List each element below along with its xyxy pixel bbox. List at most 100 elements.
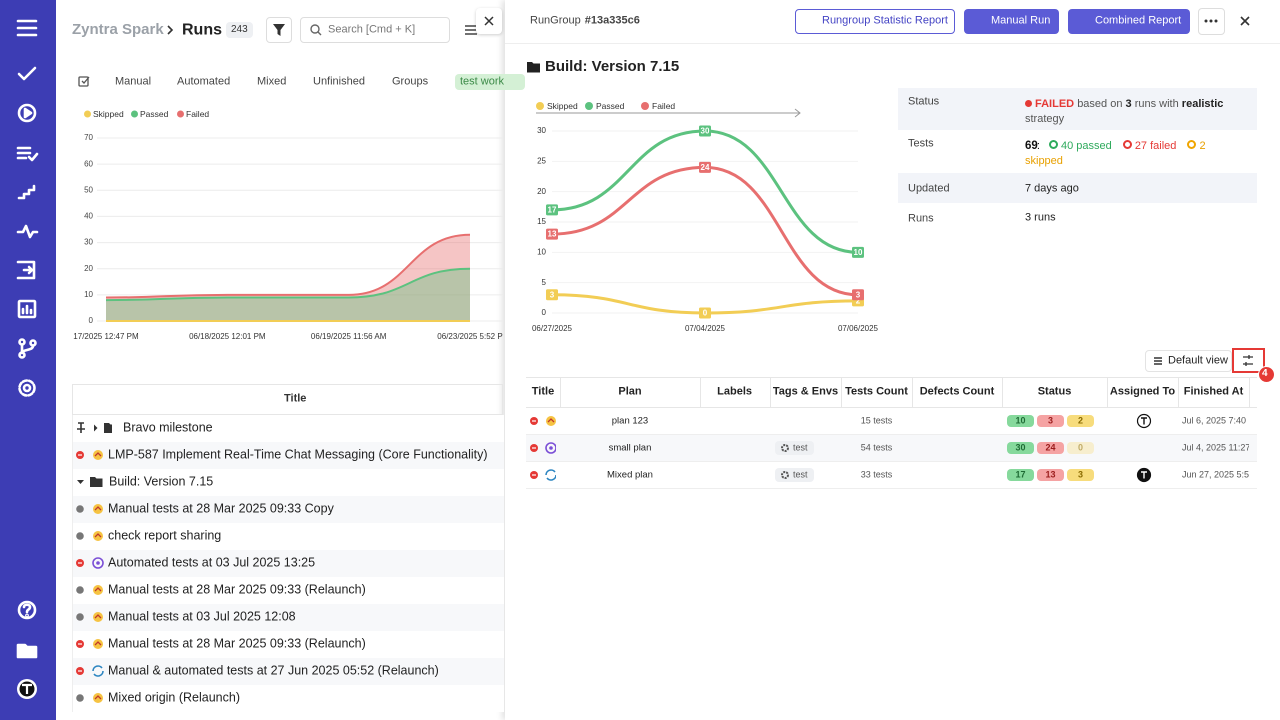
table-row[interactable] [72,630,504,658]
icon-mixed [545,469,556,481]
run-title[interactable]: Manual tests at 03 Jul 2025 12:08 [108,609,296,624]
tag-label: test [793,442,808,453]
table-row[interactable] [72,441,504,469]
finished-at: Jul 6, 2025 7:40 [1182,415,1247,426]
header-button[interactable] [964,9,1059,34]
status-count: 0 [1077,442,1083,453]
column-header[interactable]: Status [1037,385,1072,398]
run-title[interactable]: LMP-587 Implement Real-Time Chat Messagi… [108,447,488,462]
table-row[interactable] [72,684,504,712]
table-row[interactable] [72,657,504,685]
run-title[interactable]: Manual tests at 28 Mar 2025 09:33 (Relau… [108,582,366,597]
avatar-glyph [1141,471,1147,479]
pin-icon [77,422,85,433]
line [105,233,471,299]
search-box[interactable] [300,17,450,43]
tab-pill [455,74,525,90]
value-label-bg [699,161,711,173]
header-button-label[interactable]: Manual Run [991,14,1051,27]
value-label: 30 [701,127,710,136]
tests-count: 54 tests [860,442,893,453]
value-label: 10 [854,248,863,257]
column-header[interactable]: Finished At [1183,385,1244,398]
column-header[interactable]: Assigned To [1109,385,1176,398]
icon-manual-hand [94,452,102,457]
table-row[interactable] [72,522,504,550]
table-row[interactable] [72,495,504,523]
status-unknown [76,694,84,702]
x-tick-label: 06/27/2025 [532,324,573,333]
column-header[interactable]: Title [531,385,555,398]
status-pill [1007,442,1034,454]
run-title[interactable]: Manual tests at 28 Mar 2025 09:33 (Relau… [108,636,366,651]
table-row[interactable] [72,549,504,577]
run-title[interactable]: Manual & automated tests at 27 Jun 2025 … [108,663,439,678]
column-divider [1249,378,1250,407]
tab[interactable]: Unfinished [313,75,365,88]
value-label: 24 [701,163,710,172]
table-row[interactable] [526,461,1257,489]
table-row[interactable] [526,434,1257,462]
column-divider [841,378,842,407]
plan-name: plan 123 [611,415,649,427]
table-row[interactable] [72,603,504,631]
tab[interactable]: Manual [115,75,152,88]
icon-manual-hand [94,533,102,538]
y-tick-label: 40 [84,212,93,221]
x-tick-label: 06/19/2025 11:56 AM [311,332,387,341]
column-header[interactable]: Labels [717,385,752,398]
table-row[interactable] [526,407,1257,435]
header-button-label[interactable]: Rungroup Statistic Report [822,14,948,27]
header-button[interactable] [1068,9,1190,34]
run-title[interactable]: Bravo milestone [123,420,213,435]
filter-button[interactable] [266,17,292,43]
column-header[interactable]: Plan [618,385,642,398]
row-icons [76,557,104,569]
column-header[interactable]: Tests Count [845,385,908,398]
close-icon [484,16,494,26]
status-pill [1067,442,1094,454]
tab[interactable]: Mixed [257,75,287,88]
column-header[interactable]: Tags & Envs [772,385,839,398]
tests-separator: : [1036,140,1040,152]
runs-value: 3 runs [1025,211,1056,224]
table-row[interactable] [72,576,504,604]
icon-manual [93,693,103,703]
tab[interactable]: Groups [392,75,429,88]
run-title[interactable]: check report sharing [108,528,222,543]
row-icons [530,442,556,454]
area [106,268,470,321]
legend-label: Failed [186,109,209,119]
run-title[interactable]: Build: Version 7.15 [109,474,214,489]
header-button[interactable] [795,9,955,34]
tab[interactable]: test work [460,75,505,88]
icon-automated [92,557,104,569]
run-title[interactable]: Manual tests at 28 Mar 2025 09:33 Copy [108,501,334,516]
breadcrumb-chevron [167,25,174,35]
header-button-label[interactable]: Combined Report [1095,14,1182,27]
legend-swatch [536,102,544,110]
status-count: 2 [1077,415,1083,426]
column-divider [1002,378,1003,407]
default-view-label[interactable]: Default view [1168,354,1228,367]
label: RunGroup [530,14,581,27]
tab[interactable]: Automated [177,75,231,88]
y-tick-label: 20 [537,187,546,196]
column-filter-button[interactable] [1232,348,1265,373]
run-title[interactable]: Automated tests at 03 Jul 2025 13:25 [108,555,316,570]
table-row[interactable] [72,468,504,496]
row-icons [530,416,556,426]
table-row[interactable] [72,414,504,442]
column-header[interactable]: Defects Count [919,385,995,398]
icon-manual [93,585,103,595]
icon-manual-hand [94,641,102,646]
view-icons [1154,355,1253,366]
count-badge-text: 243 [231,24,248,35]
row-icons [76,612,103,622]
row-icons [77,477,103,487]
default-view-button[interactable] [1145,350,1232,372]
more-button[interactable] [1198,8,1225,35]
run-title[interactable]: Mixed origin (Relaunch) [108,690,241,705]
